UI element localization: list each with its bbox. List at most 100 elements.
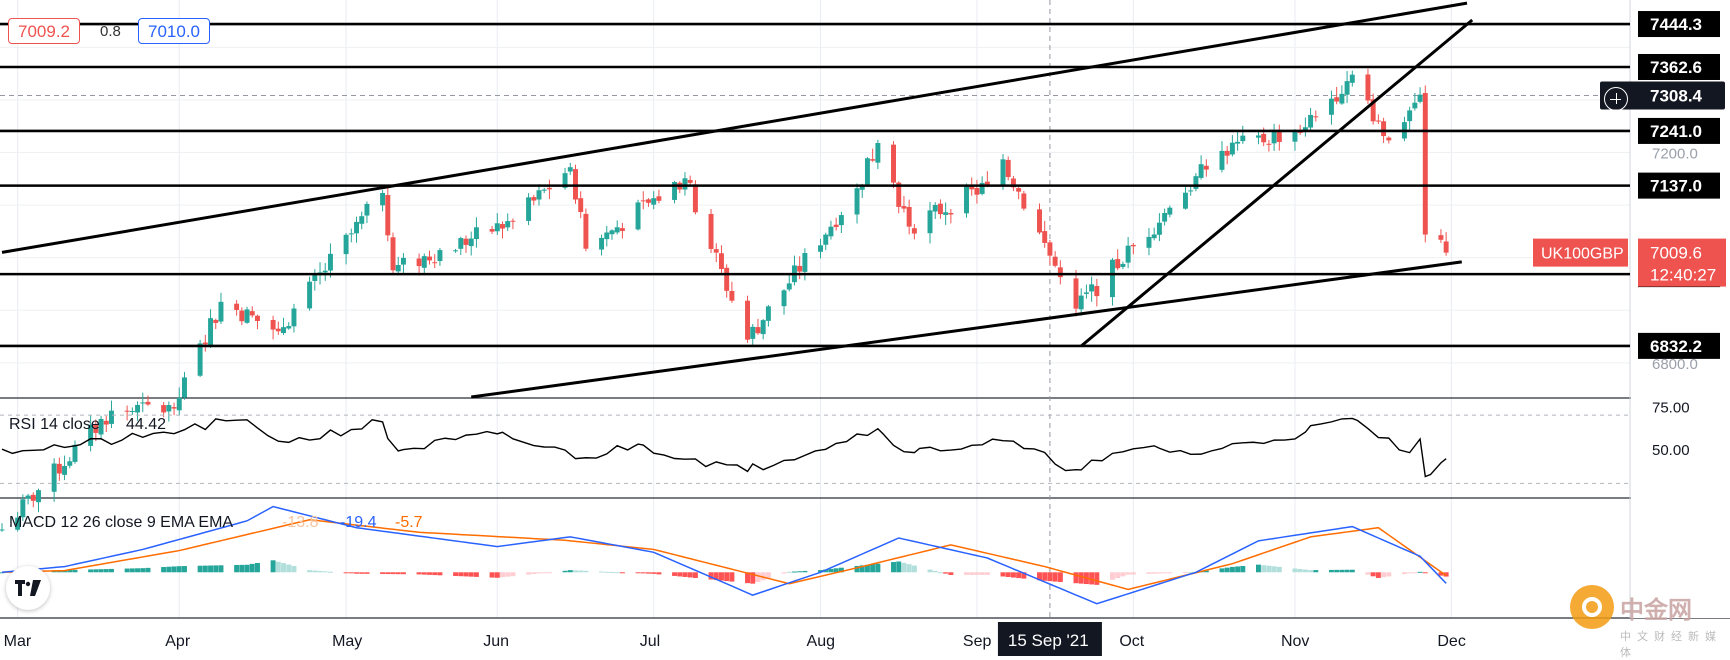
macd-histogram-bar [875, 563, 881, 573]
candle-body [270, 319, 276, 330]
last-price-label: 7009.6 [1650, 244, 1702, 263]
candle-body [103, 420, 109, 425]
macd-histogram-bar [1292, 568, 1298, 573]
candle-body [161, 405, 167, 413]
macd-histogram-bar [1261, 565, 1267, 573]
month-label: Jul [640, 633, 660, 650]
macd-histogram-bar [781, 572, 787, 574]
candle-body [974, 188, 980, 195]
macd-histogram-bar [234, 564, 240, 573]
macd-histogram-bar [896, 561, 902, 573]
macd-histogram-bar [348, 572, 354, 574]
candle-body [541, 189, 547, 191]
candle-body [1386, 137, 1392, 141]
candle-body [291, 308, 297, 327]
macd-histogram-bar [583, 570, 589, 573]
macd-histogram-bar [1188, 572, 1194, 574]
candle-body [567, 167, 573, 172]
rsi-tick: 75.00 [1652, 400, 1690, 417]
candle-body [1417, 94, 1423, 102]
candle-body [1042, 231, 1048, 243]
macd-histogram-bar [1422, 572, 1428, 574]
bid-price-box[interactable]: 7009.2 [8, 18, 80, 44]
candle-body [651, 198, 657, 205]
macd-histogram-bar [1000, 572, 1006, 577]
candle-body [927, 210, 933, 234]
macd-histogram-bar [275, 561, 281, 573]
candle-body [1198, 164, 1204, 178]
candle-body [93, 424, 99, 433]
candle-body [1110, 259, 1115, 298]
macd-histogram-bar [427, 572, 432, 575]
candle-body [969, 186, 975, 190]
macd-label: MACD 12 26 close 9 EMA EMA [9, 514, 233, 531]
candle-body [427, 256, 432, 261]
macd-histogram-bar [546, 572, 552, 574]
rsi-panel: RSI 14 close 44.42 [0, 414, 1630, 484]
candle-body [864, 158, 870, 185]
macd-histogram-bar [838, 567, 844, 573]
macd-histogram-bar [1130, 572, 1136, 575]
macd-histogram-bar [1115, 572, 1121, 579]
candle-body [724, 267, 730, 291]
candle-body [911, 228, 917, 234]
candle-body [859, 185, 865, 190]
candle-body [432, 262, 438, 264]
macd-histogram-bar [1271, 566, 1277, 573]
candle-body [254, 315, 260, 322]
macd-histogram-bar [1339, 569, 1345, 573]
macd-histogram-bar [1381, 572, 1387, 578]
rsi-line [1, 417, 1447, 478]
macd-histogram-bar [1308, 570, 1314, 573]
candle-body [67, 461, 73, 466]
candle-body [604, 232, 610, 240]
month-label: Oct [1119, 633, 1144, 650]
candle-body [1000, 159, 1006, 186]
crosshair-date-label: 15 Sep '21 [1008, 631, 1089, 650]
macd-histogram-bar [823, 569, 829, 573]
tradingview-logo[interactable] [6, 566, 50, 610]
macd-histogram-bar [93, 569, 99, 573]
candle-body [145, 401, 151, 405]
macd-histogram-bar [984, 572, 990, 575]
ask-price-box[interactable]: 7010.0 [138, 18, 210, 44]
candle-body [197, 343, 203, 376]
candle-body [1010, 178, 1016, 188]
macd-histogram-bar [109, 568, 114, 573]
macd-histogram-bar [974, 572, 980, 575]
candle-body [1370, 99, 1376, 122]
macd-histogram-bar [937, 572, 943, 574]
macd-histogram-bar [176, 566, 182, 573]
macd-histogram-bar [760, 572, 766, 581]
candle-body [129, 410, 135, 412]
macd-histogram-bar [964, 572, 969, 575]
macd-histogram-bar [1016, 572, 1022, 579]
candle-body [745, 300, 751, 340]
candle-body [400, 257, 406, 265]
macd-histogram-bar [1255, 564, 1261, 573]
crosshair-add-icon[interactable] [1604, 87, 1628, 111]
macd-histogram-bar [1344, 569, 1350, 573]
candle-body [213, 319, 219, 323]
macd-histogram-bar [891, 562, 896, 573]
macd-histogram-value: -13.8 [282, 514, 319, 531]
macd-histogram-bar [171, 566, 177, 573]
macd-histogram-bar [213, 565, 219, 573]
candle-body [687, 179, 693, 183]
rsi-label: RSI 14 close [9, 416, 100, 433]
macd-histogram-bar [129, 568, 135, 573]
candle-body [1083, 292, 1089, 294]
crosshair-price-box [1600, 81, 1725, 110]
macd-histogram-bar [463, 572, 469, 577]
macd-histogram-bar [1349, 569, 1355, 573]
macd-histogram-bar [906, 564, 912, 573]
macd-histogram-bar [1386, 572, 1392, 577]
candle-body [818, 245, 823, 252]
macd-histogram-bar [651, 572, 657, 574]
candle-body [1255, 135, 1261, 138]
candle-body [1349, 74, 1355, 83]
candle-body [1073, 278, 1079, 309]
macd-histogram-bar [1443, 572, 1449, 577]
candle-body [1162, 213, 1168, 222]
macd-histogram-bar [1156, 572, 1162, 574]
